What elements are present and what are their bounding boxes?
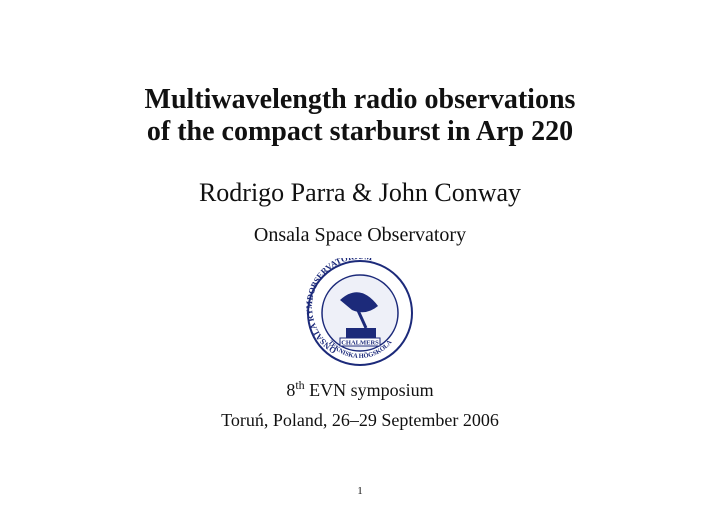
event-ordinal-suffix: th xyxy=(295,378,305,392)
logo-banner xyxy=(339,337,381,347)
page-number: 1 xyxy=(357,485,363,497)
location: Toruń, Poland, 26–29 September 2006 xyxy=(221,410,499,430)
authors: Rodrigo Parra & John Conway xyxy=(198,178,522,207)
logo: ONSALA RYMDOBSERVATORIUM TEKNISKA HÖGSKO… xyxy=(304,258,413,366)
title-line: Multiwavelength radio observations xyxy=(144,84,576,115)
logo-base xyxy=(346,328,376,338)
logo-inner-text: CHALMERS xyxy=(341,340,379,347)
title-line: of the compact starburst in Arp 220 xyxy=(146,116,574,147)
event: 8th EVN symposium xyxy=(0,378,720,401)
logo-dish xyxy=(340,292,378,313)
logo-mount xyxy=(354,305,368,329)
event-name: EVN symposium xyxy=(309,380,434,400)
affiliation: Onsala Space Observatory xyxy=(253,224,467,246)
event-ordinal: 8 xyxy=(286,380,296,400)
logo-outer-ring xyxy=(307,260,413,366)
